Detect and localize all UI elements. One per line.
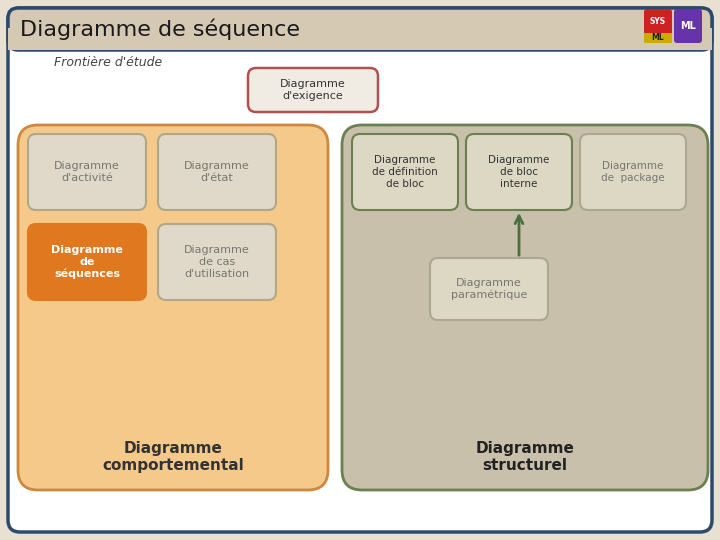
FancyBboxPatch shape <box>28 224 146 300</box>
FancyBboxPatch shape <box>8 8 712 50</box>
FancyBboxPatch shape <box>466 134 572 210</box>
Text: Diagramme
d'activité: Diagramme d'activité <box>54 161 120 183</box>
Text: Diagramme
d'exigence: Diagramme d'exigence <box>280 79 346 101</box>
Text: ML: ML <box>680 21 696 31</box>
Text: Frontière d'étude: Frontière d'étude <box>54 57 162 70</box>
Text: Diagramme
de bloc
interne: Diagramme de bloc interne <box>488 156 549 188</box>
Text: Diagramme
de
séquences: Diagramme de séquences <box>51 245 123 279</box>
FancyBboxPatch shape <box>158 224 276 300</box>
FancyBboxPatch shape <box>644 33 672 43</box>
FancyBboxPatch shape <box>430 258 548 320</box>
FancyBboxPatch shape <box>158 134 276 210</box>
FancyBboxPatch shape <box>580 134 686 210</box>
Text: Diagramme
paramétrique: Diagramme paramétrique <box>451 278 527 300</box>
Text: Diagramme de séquence: Diagramme de séquence <box>20 18 300 40</box>
FancyBboxPatch shape <box>18 125 328 490</box>
FancyBboxPatch shape <box>644 9 672 43</box>
Text: Diagramme
comportemental: Diagramme comportemental <box>102 441 244 473</box>
Text: Diagramme
de définition
de bloc: Diagramme de définition de bloc <box>372 156 438 188</box>
FancyBboxPatch shape <box>342 125 708 490</box>
Text: Diagramme
structurel: Diagramme structurel <box>476 441 575 473</box>
FancyBboxPatch shape <box>28 134 146 210</box>
FancyBboxPatch shape <box>674 9 702 43</box>
Text: Diagramme
d'état: Diagramme d'état <box>184 161 250 183</box>
FancyBboxPatch shape <box>8 28 712 50</box>
Text: Diagramme
de  package: Diagramme de package <box>601 161 665 183</box>
Text: ML: ML <box>652 33 665 43</box>
Text: Diagramme
de cas
d'utilisation: Diagramme de cas d'utilisation <box>184 245 250 279</box>
FancyBboxPatch shape <box>8 8 712 532</box>
Text: SYS: SYS <box>650 17 666 26</box>
FancyBboxPatch shape <box>248 68 378 112</box>
FancyBboxPatch shape <box>352 134 458 210</box>
